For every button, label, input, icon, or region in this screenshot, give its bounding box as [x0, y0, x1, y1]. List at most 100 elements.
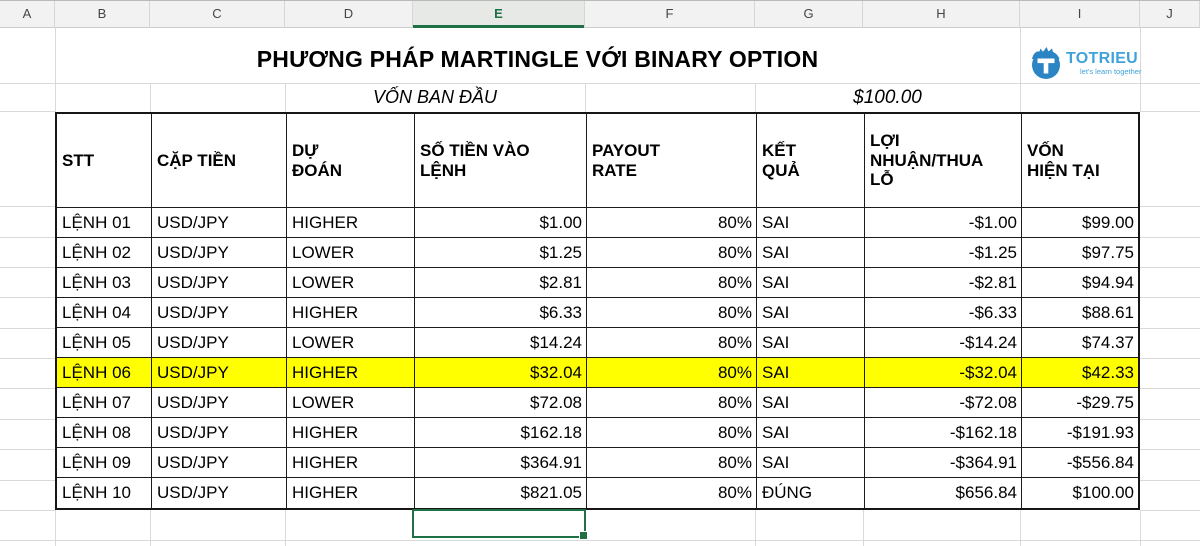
cell-ket-qua-row6[interactable]: SAI [757, 358, 865, 388]
cell-so-tien-vao-lenh-row8[interactable]: $162.18 [415, 418, 587, 448]
cell-cap-tien-row6[interactable]: USD/JPY [152, 358, 287, 388]
cell-stt-row6[interactable]: LỆNH 06 [57, 358, 152, 388]
column-header-D[interactable]: D [285, 1, 413, 28]
cell-loi-nhuan-thua-lo-row2[interactable]: -$1.25 [865, 238, 1022, 268]
cell-cap-tien-row5[interactable]: USD/JPY [152, 328, 287, 358]
cell-loi-nhuan-thua-lo-row3[interactable]: -$2.81 [865, 268, 1022, 298]
cell-cap-tien-row4[interactable]: USD/JPY [152, 298, 287, 328]
cell-von-hien-tai-row2[interactable]: $97.75 [1022, 238, 1138, 268]
cell-stt-row7[interactable]: LỆNH 07 [57, 388, 152, 418]
cell-payout-rate-row5[interactable]: 80% [587, 328, 757, 358]
cell-von-hien-tai-row3[interactable]: $94.94 [1022, 268, 1138, 298]
header-cell-von-hien-tai[interactable]: VỐN HIỆN TẠI [1022, 114, 1138, 208]
column-header-B[interactable]: B [55, 1, 150, 28]
column-header-I[interactable]: I [1020, 1, 1140, 28]
cell-so-tien-vao-lenh-row5[interactable]: $14.24 [415, 328, 587, 358]
cell-so-tien-vao-lenh-row2[interactable]: $1.25 [415, 238, 587, 268]
cell-so-tien-vao-lenh-row6[interactable]: $32.04 [415, 358, 587, 388]
cell-cap-tien-row2[interactable]: USD/JPY [152, 238, 287, 268]
column-header-G[interactable]: G [755, 1, 863, 28]
cell-stt-row5[interactable]: LỆNH 05 [57, 328, 152, 358]
cell-loi-nhuan-thua-lo-row10[interactable]: $656.84 [865, 478, 1022, 508]
column-header-F[interactable]: F [585, 1, 755, 28]
selected-cell[interactable] [412, 509, 588, 540]
header-cell-ket-qua[interactable]: KẾT QUẢ [757, 114, 865, 208]
cell-loi-nhuan-thua-lo-row1[interactable]: -$1.00 [865, 208, 1022, 238]
cell-von-hien-tai-row4[interactable]: $88.61 [1022, 298, 1138, 328]
cell-so-tien-vao-lenh-row1[interactable]: $1.00 [415, 208, 587, 238]
initial-capital-label[interactable]: VỐN BAN ĐẦU [372, 87, 498, 107]
cell-von-hien-tai-row8[interactable]: -$191.93 [1022, 418, 1138, 448]
cell-du-doan-row10[interactable]: HIGHER [287, 478, 415, 508]
cell-cap-tien-row8[interactable]: USD/JPY [152, 418, 287, 448]
cell-so-tien-vao-lenh-row9[interactable]: $364.91 [415, 448, 587, 478]
cell-ket-qua-row1[interactable]: SAI [757, 208, 865, 238]
cell-stt-row10[interactable]: LỆNH 10 [57, 478, 152, 508]
cell-payout-rate-row3[interactable]: 80% [587, 268, 757, 298]
cell-ket-qua-row10[interactable]: ĐÚNG [757, 478, 865, 508]
initial-capital-value[interactable]: $100.00 [853, 86, 922, 108]
cell-du-doan-row1[interactable]: HIGHER [287, 208, 415, 238]
header-cell-stt[interactable]: STT [57, 114, 152, 208]
fill-handle[interactable] [579, 531, 588, 540]
cell-loi-nhuan-thua-lo-row9[interactable]: -$364.91 [865, 448, 1022, 478]
cell-payout-rate-row10[interactable]: 80% [587, 478, 757, 508]
cell-stt-row1[interactable]: LỆNH 01 [57, 208, 152, 238]
cell-du-doan-row9[interactable]: HIGHER [287, 448, 415, 478]
cell-payout-rate-row9[interactable]: 80% [587, 448, 757, 478]
cell-so-tien-vao-lenh-row4[interactable]: $6.33 [415, 298, 587, 328]
cell-du-doan-row5[interactable]: LOWER [287, 328, 415, 358]
column-header-C[interactable]: C [150, 1, 285, 28]
sheet-title[interactable]: PHƯƠNG PHÁP MARTINGLE VỚI BINARY OPTION [256, 46, 819, 72]
cell-stt-row3[interactable]: LỆNH 03 [57, 268, 152, 298]
cell-du-doan-row4[interactable]: HIGHER [287, 298, 415, 328]
cell-ket-qua-row9[interactable]: SAI [757, 448, 865, 478]
cell-cap-tien-row1[interactable]: USD/JPY [152, 208, 287, 238]
column-header-H[interactable]: H [863, 1, 1020, 28]
cell-ket-qua-row2[interactable]: SAI [757, 238, 865, 268]
cell-loi-nhuan-thua-lo-row8[interactable]: -$162.18 [865, 418, 1022, 448]
header-cell-loi-nhuan-thua-lo[interactable]: LỢI NHUẬN/THUA LỖ [865, 114, 1022, 208]
cell-von-hien-tai-row10[interactable]: $100.00 [1022, 478, 1138, 508]
cell-so-tien-vao-lenh-row7[interactable]: $72.08 [415, 388, 587, 418]
cell-payout-rate-row8[interactable]: 80% [587, 418, 757, 448]
cell-cap-tien-row9[interactable]: USD/JPY [152, 448, 287, 478]
cell-von-hien-tai-row6[interactable]: $42.33 [1022, 358, 1138, 388]
cell-von-hien-tai-row7[interactable]: -$29.75 [1022, 388, 1138, 418]
header-cell-payout-rate[interactable]: PAYOUT RATE [587, 114, 757, 208]
cell-payout-rate-row4[interactable]: 80% [587, 298, 757, 328]
cell-so-tien-vao-lenh-row3[interactable]: $2.81 [415, 268, 587, 298]
cell-von-hien-tai-row9[interactable]: -$556.84 [1022, 448, 1138, 478]
cell-ket-qua-row4[interactable]: SAI [757, 298, 865, 328]
column-header-J[interactable]: J [1140, 1, 1200, 28]
cell-du-doan-row3[interactable]: LOWER [287, 268, 415, 298]
cell-cap-tien-row3[interactable]: USD/JPY [152, 268, 287, 298]
cell-stt-row8[interactable]: LỆNH 08 [57, 418, 152, 448]
cell-du-doan-row7[interactable]: LOWER [287, 388, 415, 418]
cell-loi-nhuan-thua-lo-row5[interactable]: -$14.24 [865, 328, 1022, 358]
cell-von-hien-tai-row5[interactable]: $74.37 [1022, 328, 1138, 358]
cell-payout-rate-row1[interactable]: 80% [587, 208, 757, 238]
header-cell-cap-tien[interactable]: CẶP TIỀN [152, 114, 287, 208]
header-cell-du-doan[interactable]: DỰ ĐOÁN [287, 114, 415, 208]
column-header-E[interactable]: E [413, 1, 585, 28]
cell-von-hien-tai-row1[interactable]: $99.00 [1022, 208, 1138, 238]
column-header-A[interactable]: A [0, 1, 55, 28]
cell-so-tien-vao-lenh-row10[interactable]: $821.05 [415, 478, 587, 508]
cell-payout-rate-row7[interactable]: 80% [587, 388, 757, 418]
cell-payout-rate-row6[interactable]: 80% [587, 358, 757, 388]
cell-stt-row9[interactable]: LỆNH 09 [57, 448, 152, 478]
cell-stt-row2[interactable]: LỆNH 02 [57, 238, 152, 268]
cell-du-doan-row6[interactable]: HIGHER [287, 358, 415, 388]
cell-loi-nhuan-thua-lo-row4[interactable]: -$6.33 [865, 298, 1022, 328]
cell-ket-qua-row5[interactable]: SAI [757, 328, 865, 358]
header-cell-so-tien-vao-lenh[interactable]: SỐ TIỀN VÀO LỆNH [415, 114, 587, 208]
cell-du-doan-row2[interactable]: LOWER [287, 238, 415, 268]
cell-du-doan-row8[interactable]: HIGHER [287, 418, 415, 448]
cell-stt-row4[interactable]: LỆNH 04 [57, 298, 152, 328]
cell-ket-qua-row3[interactable]: SAI [757, 268, 865, 298]
cell-cap-tien-row10[interactable]: USD/JPY [152, 478, 287, 508]
cell-payout-rate-row2[interactable]: 80% [587, 238, 757, 268]
cell-cap-tien-row7[interactable]: USD/JPY [152, 388, 287, 418]
cell-loi-nhuan-thua-lo-row7[interactable]: -$72.08 [865, 388, 1022, 418]
